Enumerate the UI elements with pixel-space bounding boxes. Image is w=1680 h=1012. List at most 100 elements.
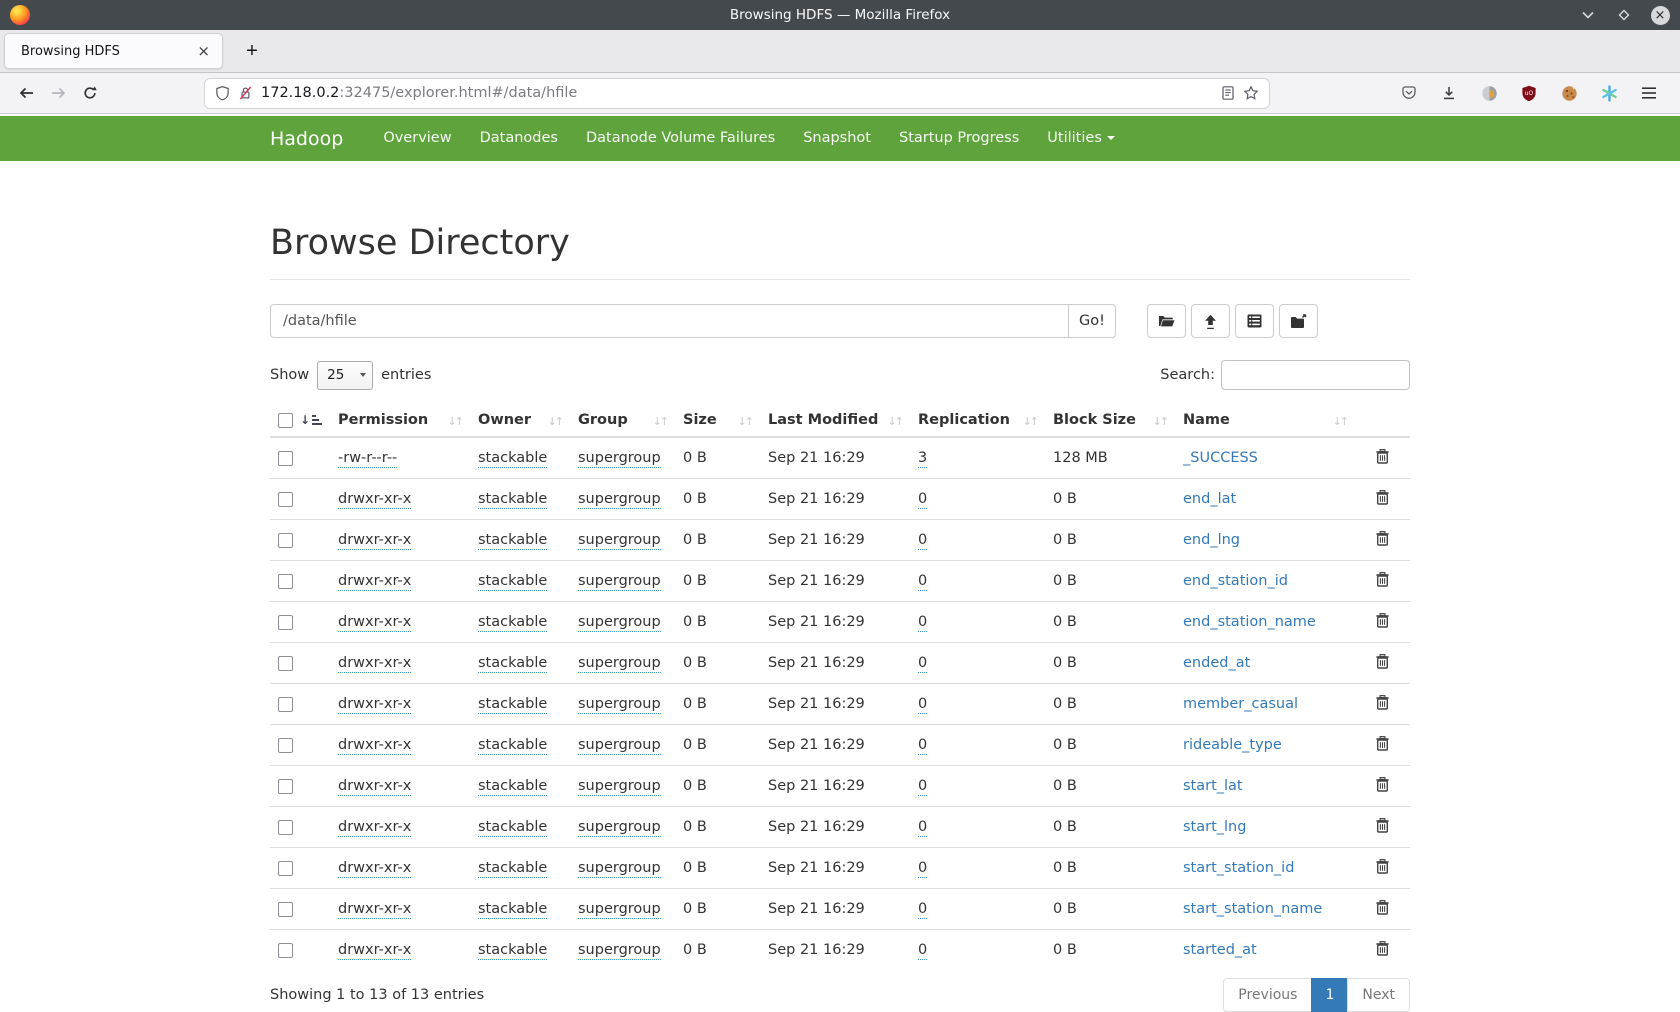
file-name-link[interactable]: end_station_id <box>1183 573 1288 589</box>
row-checkbox[interactable] <box>278 819 293 835</box>
menu-button[interactable] <box>1636 78 1662 108</box>
row-checkbox[interactable] <box>278 532 293 548</box>
forward-button[interactable] <box>42 78 74 108</box>
permission-value[interactable]: drwxr-xr-x <box>338 778 412 796</box>
group-value[interactable]: supergroup <box>578 696 661 714</box>
column-header-permission[interactable]: Permission ↓↑ <box>330 404 470 438</box>
permission-value[interactable]: -rw-r--r-- <box>338 450 398 468</box>
delete-file-button[interactable] <box>1374 857 1391 879</box>
owner-value[interactable]: stackable <box>478 696 548 714</box>
list-view-button[interactable] <box>1235 304 1274 338</box>
permission-value[interactable]: drwxr-xr-x <box>338 942 412 960</box>
column-header-size[interactable]: Size ↓↑ <box>675 404 760 438</box>
column-header-owner[interactable]: Owner ↓↑ <box>470 404 570 438</box>
close-button[interactable]: × <box>1650 5 1670 25</box>
owner-value[interactable]: stackable <box>478 819 548 837</box>
file-name-link[interactable]: end_lat <box>1183 491 1237 507</box>
delete-file-button[interactable] <box>1374 652 1391 674</box>
replication-value[interactable]: 0 <box>918 573 928 591</box>
replication-value[interactable]: 0 <box>918 532 928 550</box>
column-header-name[interactable]: Name ↓↑ <box>1175 404 1355 438</box>
row-checkbox[interactable] <box>278 942 293 958</box>
privacy-extension-button[interactable] <box>1476 78 1502 108</box>
downloads-button[interactable] <box>1436 78 1462 108</box>
file-name-link[interactable]: _SUCCESS <box>1183 450 1258 466</box>
group-value[interactable]: supergroup <box>578 737 661 755</box>
replication-value[interactable]: 0 <box>918 860 928 878</box>
tab-close-icon[interactable]: × <box>197 42 210 60</box>
reload-button[interactable] <box>74 78 106 108</box>
file-name-link[interactable]: start_lat <box>1183 778 1243 794</box>
permission-value[interactable]: drwxr-xr-x <box>338 696 412 714</box>
owner-value[interactable]: stackable <box>478 901 548 919</box>
file-name-link[interactable]: end_station_name <box>1183 614 1316 630</box>
replication-value[interactable]: 0 <box>918 819 928 837</box>
replication-value[interactable]: 0 <box>918 778 928 796</box>
group-value[interactable]: supergroup <box>578 819 661 837</box>
file-name-link[interactable]: rideable_type <box>1183 737 1282 753</box>
file-name-link[interactable]: start_station_id <box>1183 860 1295 876</box>
group-value[interactable]: supergroup <box>578 491 661 509</box>
delete-file-button[interactable] <box>1374 898 1391 920</box>
row-checkbox[interactable] <box>278 901 293 917</box>
delete-file-button[interactable] <box>1374 447 1391 469</box>
row-checkbox[interactable] <box>278 737 293 753</box>
pocket-button[interactable] <box>1396 78 1422 108</box>
group-value[interactable]: supergroup <box>578 450 661 468</box>
shield-icon[interactable] <box>215 85 230 101</box>
minimize-button[interactable] <box>1578 5 1598 25</box>
replication-value[interactable]: 0 <box>918 491 928 509</box>
next-page-button[interactable]: Next <box>1347 978 1410 1012</box>
back-button[interactable] <box>10 78 42 108</box>
replication-value[interactable]: 0 <box>918 737 928 755</box>
ublock-origin-button[interactable]: uO <box>1516 78 1542 108</box>
group-value[interactable]: supergroup <box>578 942 661 960</box>
tab-browsing-hdfs[interactable]: Browsing HDFS × <box>4 33 223 69</box>
owner-value[interactable]: stackable <box>478 614 548 632</box>
row-checkbox[interactable] <box>278 614 293 630</box>
row-checkbox[interactable] <box>278 573 293 589</box>
file-name-link[interactable]: ended_at <box>1183 655 1251 671</box>
file-name-link[interactable]: start_lng <box>1183 819 1247 835</box>
permission-value[interactable]: drwxr-xr-x <box>338 901 412 919</box>
row-checkbox[interactable] <box>278 778 293 794</box>
column-header-group[interactable]: Group ↓↑ <box>570 404 675 438</box>
row-checkbox[interactable] <box>278 450 293 466</box>
permission-value[interactable]: drwxr-xr-x <box>338 573 412 591</box>
row-checkbox[interactable] <box>278 860 293 876</box>
cut-paste-button[interactable] <box>1279 304 1318 338</box>
reader-mode-icon[interactable] <box>1221 86 1235 100</box>
column-header-last-modified[interactable]: Last Modified ↓↑ <box>760 404 910 438</box>
go-button[interactable]: Go! <box>1068 304 1116 338</box>
nav-dropdown-utilities[interactable]: Utilities <box>1033 116 1129 161</box>
group-value[interactable]: supergroup <box>578 901 661 919</box>
group-value[interactable]: supergroup <box>578 778 661 796</box>
group-value[interactable]: supergroup <box>578 614 661 632</box>
previous-page-button[interactable]: Previous <box>1223 978 1313 1012</box>
url-bar[interactable]: 172.18.0.2:32475/explorer.html#/data/hfi… <box>204 77 1270 109</box>
delete-file-button[interactable] <box>1374 611 1391 633</box>
delete-file-button[interactable] <box>1374 529 1391 551</box>
select-all-checkbox[interactable] <box>278 412 293 428</box>
column-header-select-all[interactable]: ↓ <box>270 404 330 438</box>
file-name-link[interactable]: started_at <box>1183 942 1257 958</box>
row-checkbox[interactable] <box>278 491 293 507</box>
column-header-block-size[interactable]: Block Size ↓↑ <box>1045 404 1175 438</box>
owner-value[interactable]: stackable <box>478 737 548 755</box>
page-1-button[interactable]: 1 <box>1311 978 1349 1012</box>
row-checkbox[interactable] <box>278 696 293 712</box>
delete-file-button[interactable] <box>1374 775 1391 797</box>
owner-value[interactable]: stackable <box>478 491 548 509</box>
multicolor-extension-button[interactable] <box>1596 78 1622 108</box>
replication-value[interactable]: 0 <box>918 614 928 632</box>
navbar-brand-hadoop[interactable]: Hadoop <box>270 127 344 150</box>
replication-value[interactable]: 0 <box>918 655 928 673</box>
permission-value[interactable]: drwxr-xr-x <box>338 737 412 755</box>
file-name-link[interactable]: member_casual <box>1183 696 1299 712</box>
cookie-extension-button[interactable] <box>1556 78 1582 108</box>
group-value[interactable]: supergroup <box>578 573 661 591</box>
permission-value[interactable]: drwxr-xr-x <box>338 491 412 509</box>
create-directory-button[interactable] <box>1147 304 1186 338</box>
nav-item-datanodes[interactable]: Datanodes <box>479 130 558 146</box>
owner-value[interactable]: stackable <box>478 942 548 960</box>
